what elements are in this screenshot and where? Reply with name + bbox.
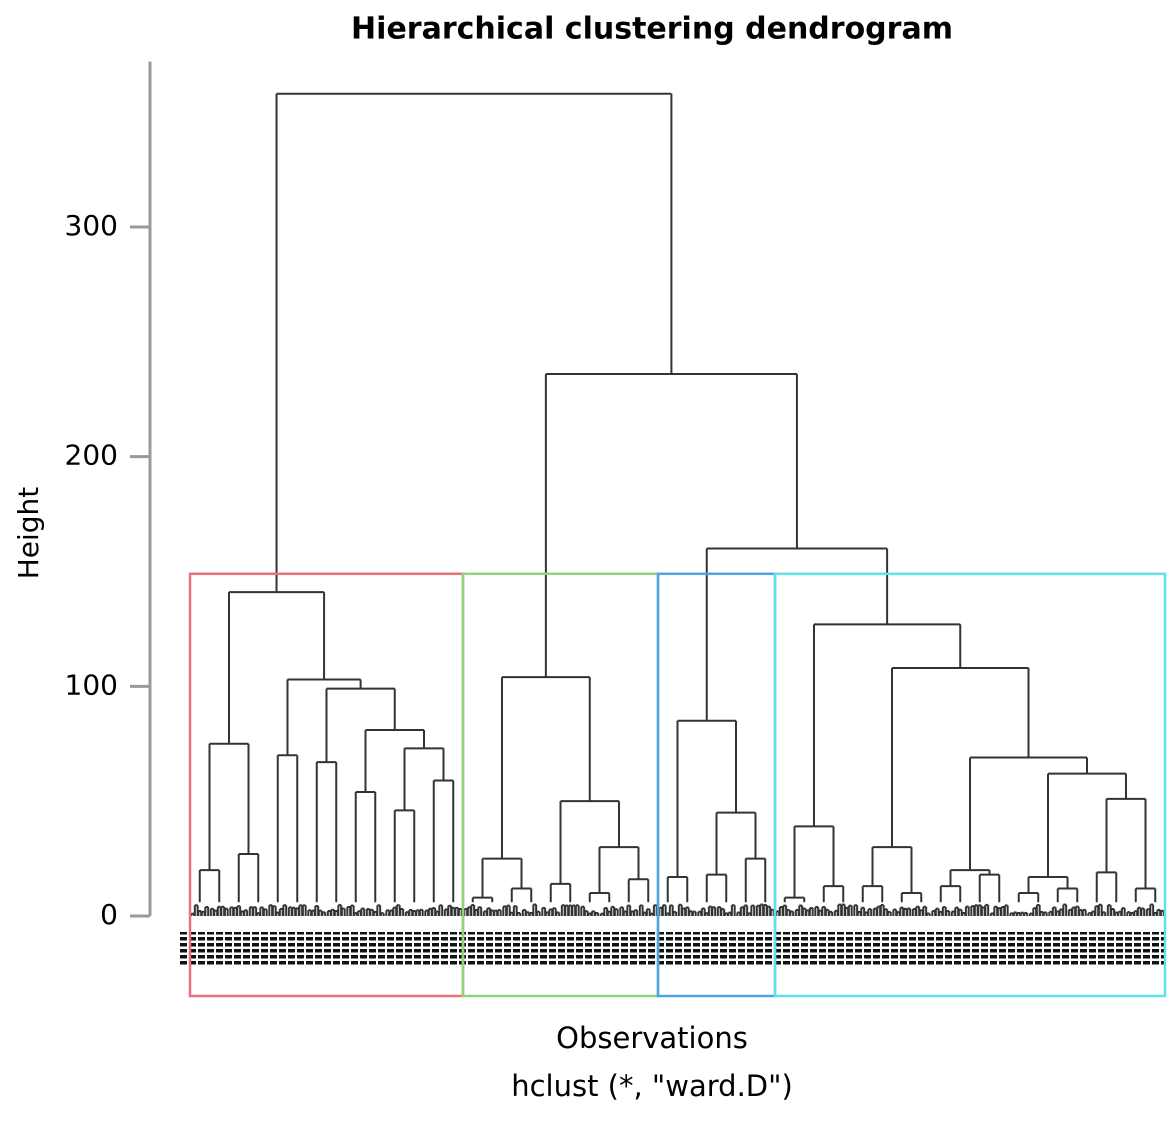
cluster-box: [773, 572, 1167, 998]
leaf-labels: [180, 932, 1165, 966]
chart-title: Hierarchical clustering dendrogram: [351, 12, 953, 47]
label-gap: [180, 918, 1165, 930]
y-tick-label: 200: [65, 439, 118, 472]
y-tick-label: 300: [65, 209, 118, 242]
y-axis-label: Height: [12, 487, 45, 580]
y-tick-label: 0: [100, 898, 118, 931]
subtitle: hclust (*, "ward.D"): [511, 1069, 793, 1103]
y-tick-label: 100: [65, 668, 118, 701]
x-axis-label: Observations: [556, 1021, 748, 1055]
